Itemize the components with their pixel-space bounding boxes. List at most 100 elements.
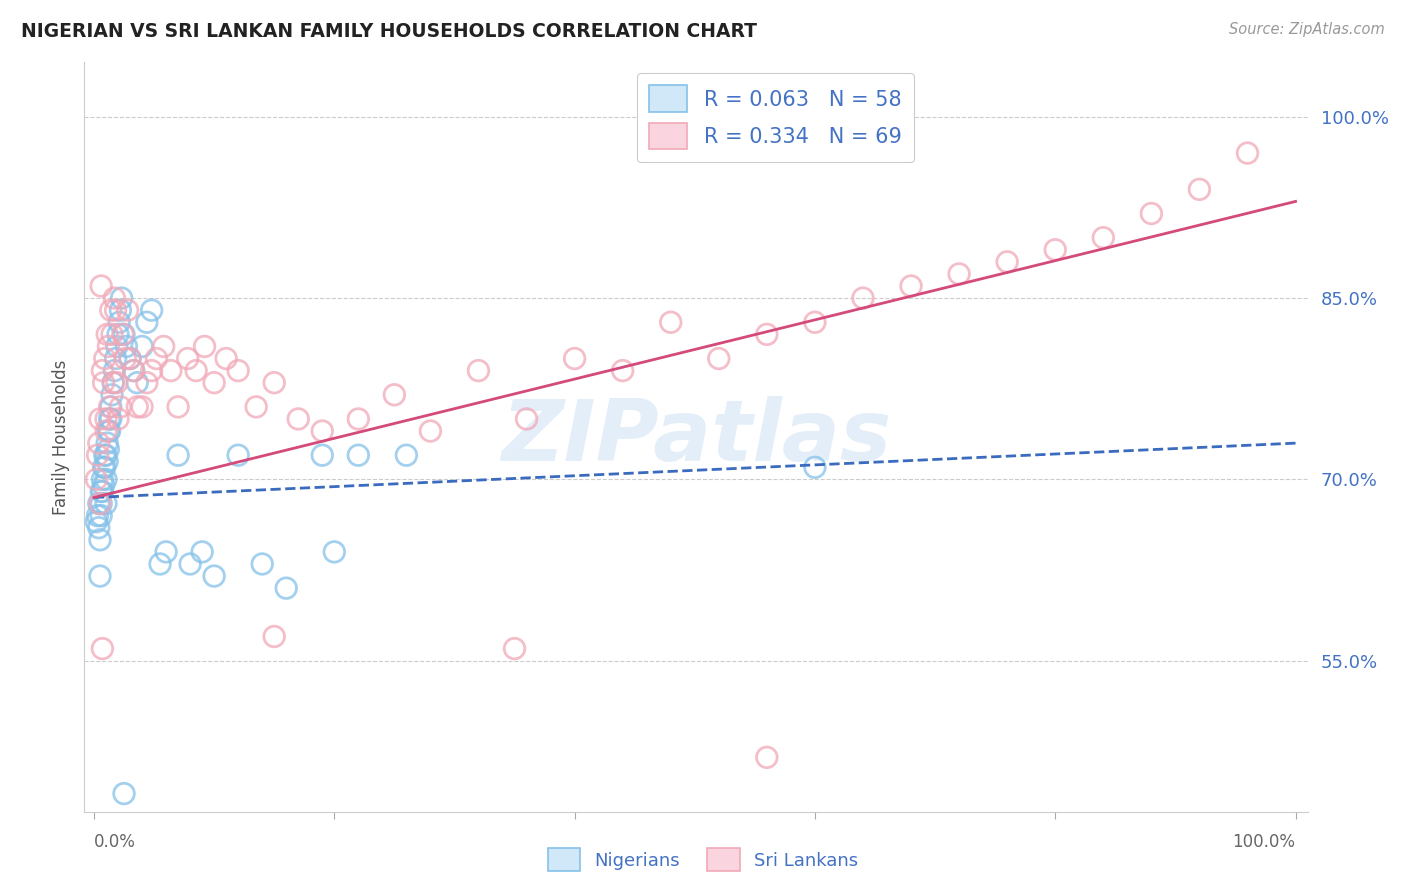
Point <box>122 363 145 377</box>
Point <box>160 363 183 377</box>
Point <box>948 267 970 281</box>
Point <box>97 424 120 438</box>
Point <box>90 484 112 499</box>
Point <box>202 376 225 390</box>
Point <box>141 303 163 318</box>
Point <box>86 448 108 462</box>
Point <box>94 448 117 462</box>
Point <box>90 497 112 511</box>
Point <box>323 545 346 559</box>
Point <box>94 424 117 438</box>
Point <box>193 339 215 353</box>
Point <box>900 279 922 293</box>
Point <box>86 472 108 486</box>
Point <box>287 412 309 426</box>
Point <box>103 376 125 390</box>
Point <box>659 315 682 329</box>
Point <box>184 363 207 377</box>
Point <box>1188 182 1211 196</box>
Point <box>419 424 441 438</box>
Point <box>98 412 121 426</box>
Point <box>87 497 110 511</box>
Point <box>755 750 778 764</box>
Point <box>107 327 129 342</box>
Point <box>96 454 118 468</box>
Point <box>311 424 333 438</box>
Point <box>94 412 117 426</box>
Point <box>1045 243 1067 257</box>
Point <box>141 363 163 377</box>
Point <box>311 448 333 462</box>
Point <box>1092 230 1115 244</box>
Point <box>127 376 149 390</box>
Point <box>97 442 120 457</box>
Point <box>105 376 128 390</box>
Text: ZIPatlas: ZIPatlas <box>501 395 891 479</box>
Point <box>110 400 132 414</box>
Point <box>111 327 134 342</box>
Point <box>250 557 273 571</box>
Text: NIGERIAN VS SRI LANKAN FAMILY HOUSEHOLDS CORRELATION CHART: NIGERIAN VS SRI LANKAN FAMILY HOUSEHOLDS… <box>21 22 756 41</box>
Text: 100.0%: 100.0% <box>1233 833 1295 852</box>
Point <box>103 291 125 305</box>
Y-axis label: Family Households: Family Households <box>52 359 70 515</box>
Point <box>100 412 122 426</box>
Point <box>852 291 875 305</box>
Point <box>107 412 129 426</box>
Point <box>93 478 115 492</box>
Point <box>395 448 418 462</box>
Point <box>86 515 108 529</box>
Point <box>382 388 405 402</box>
Point <box>202 569 225 583</box>
Point <box>89 569 111 583</box>
Point <box>135 376 157 390</box>
Point <box>105 339 128 353</box>
Point <box>104 351 127 366</box>
Point <box>118 351 141 366</box>
Point <box>91 641 114 656</box>
Point <box>94 460 117 475</box>
Point <box>93 460 115 475</box>
Point <box>94 472 117 486</box>
Point <box>89 412 111 426</box>
Point <box>467 363 489 377</box>
Point <box>96 436 118 450</box>
Point <box>226 363 249 377</box>
Point <box>149 557 172 571</box>
Point <box>91 484 114 499</box>
Point <box>110 303 132 318</box>
Point <box>100 303 122 318</box>
Point <box>131 400 153 414</box>
Point <box>215 351 238 366</box>
Point <box>97 339 120 353</box>
Text: Source: ZipAtlas.com: Source: ZipAtlas.com <box>1229 22 1385 37</box>
Point <box>804 315 827 329</box>
Point <box>96 327 118 342</box>
Point <box>104 303 127 318</box>
Point <box>94 351 117 366</box>
Point <box>86 508 108 523</box>
Point <box>91 472 114 486</box>
Point <box>112 787 135 801</box>
Point <box>89 533 111 547</box>
Point <box>226 448 249 462</box>
Point <box>90 279 112 293</box>
Point <box>503 641 526 656</box>
Point <box>89 497 111 511</box>
Point <box>179 557 201 571</box>
Point <box>131 339 153 353</box>
Point <box>176 351 198 366</box>
Point <box>112 327 135 342</box>
Point <box>117 303 139 318</box>
Point <box>100 400 122 414</box>
Point <box>995 255 1018 269</box>
Point <box>167 400 190 414</box>
Point <box>108 315 131 329</box>
Point <box>87 436 110 450</box>
Point <box>564 351 586 366</box>
Point <box>347 448 370 462</box>
Text: 0.0%: 0.0% <box>94 833 136 852</box>
Point <box>245 400 267 414</box>
Point <box>347 412 370 426</box>
Point <box>515 412 537 426</box>
